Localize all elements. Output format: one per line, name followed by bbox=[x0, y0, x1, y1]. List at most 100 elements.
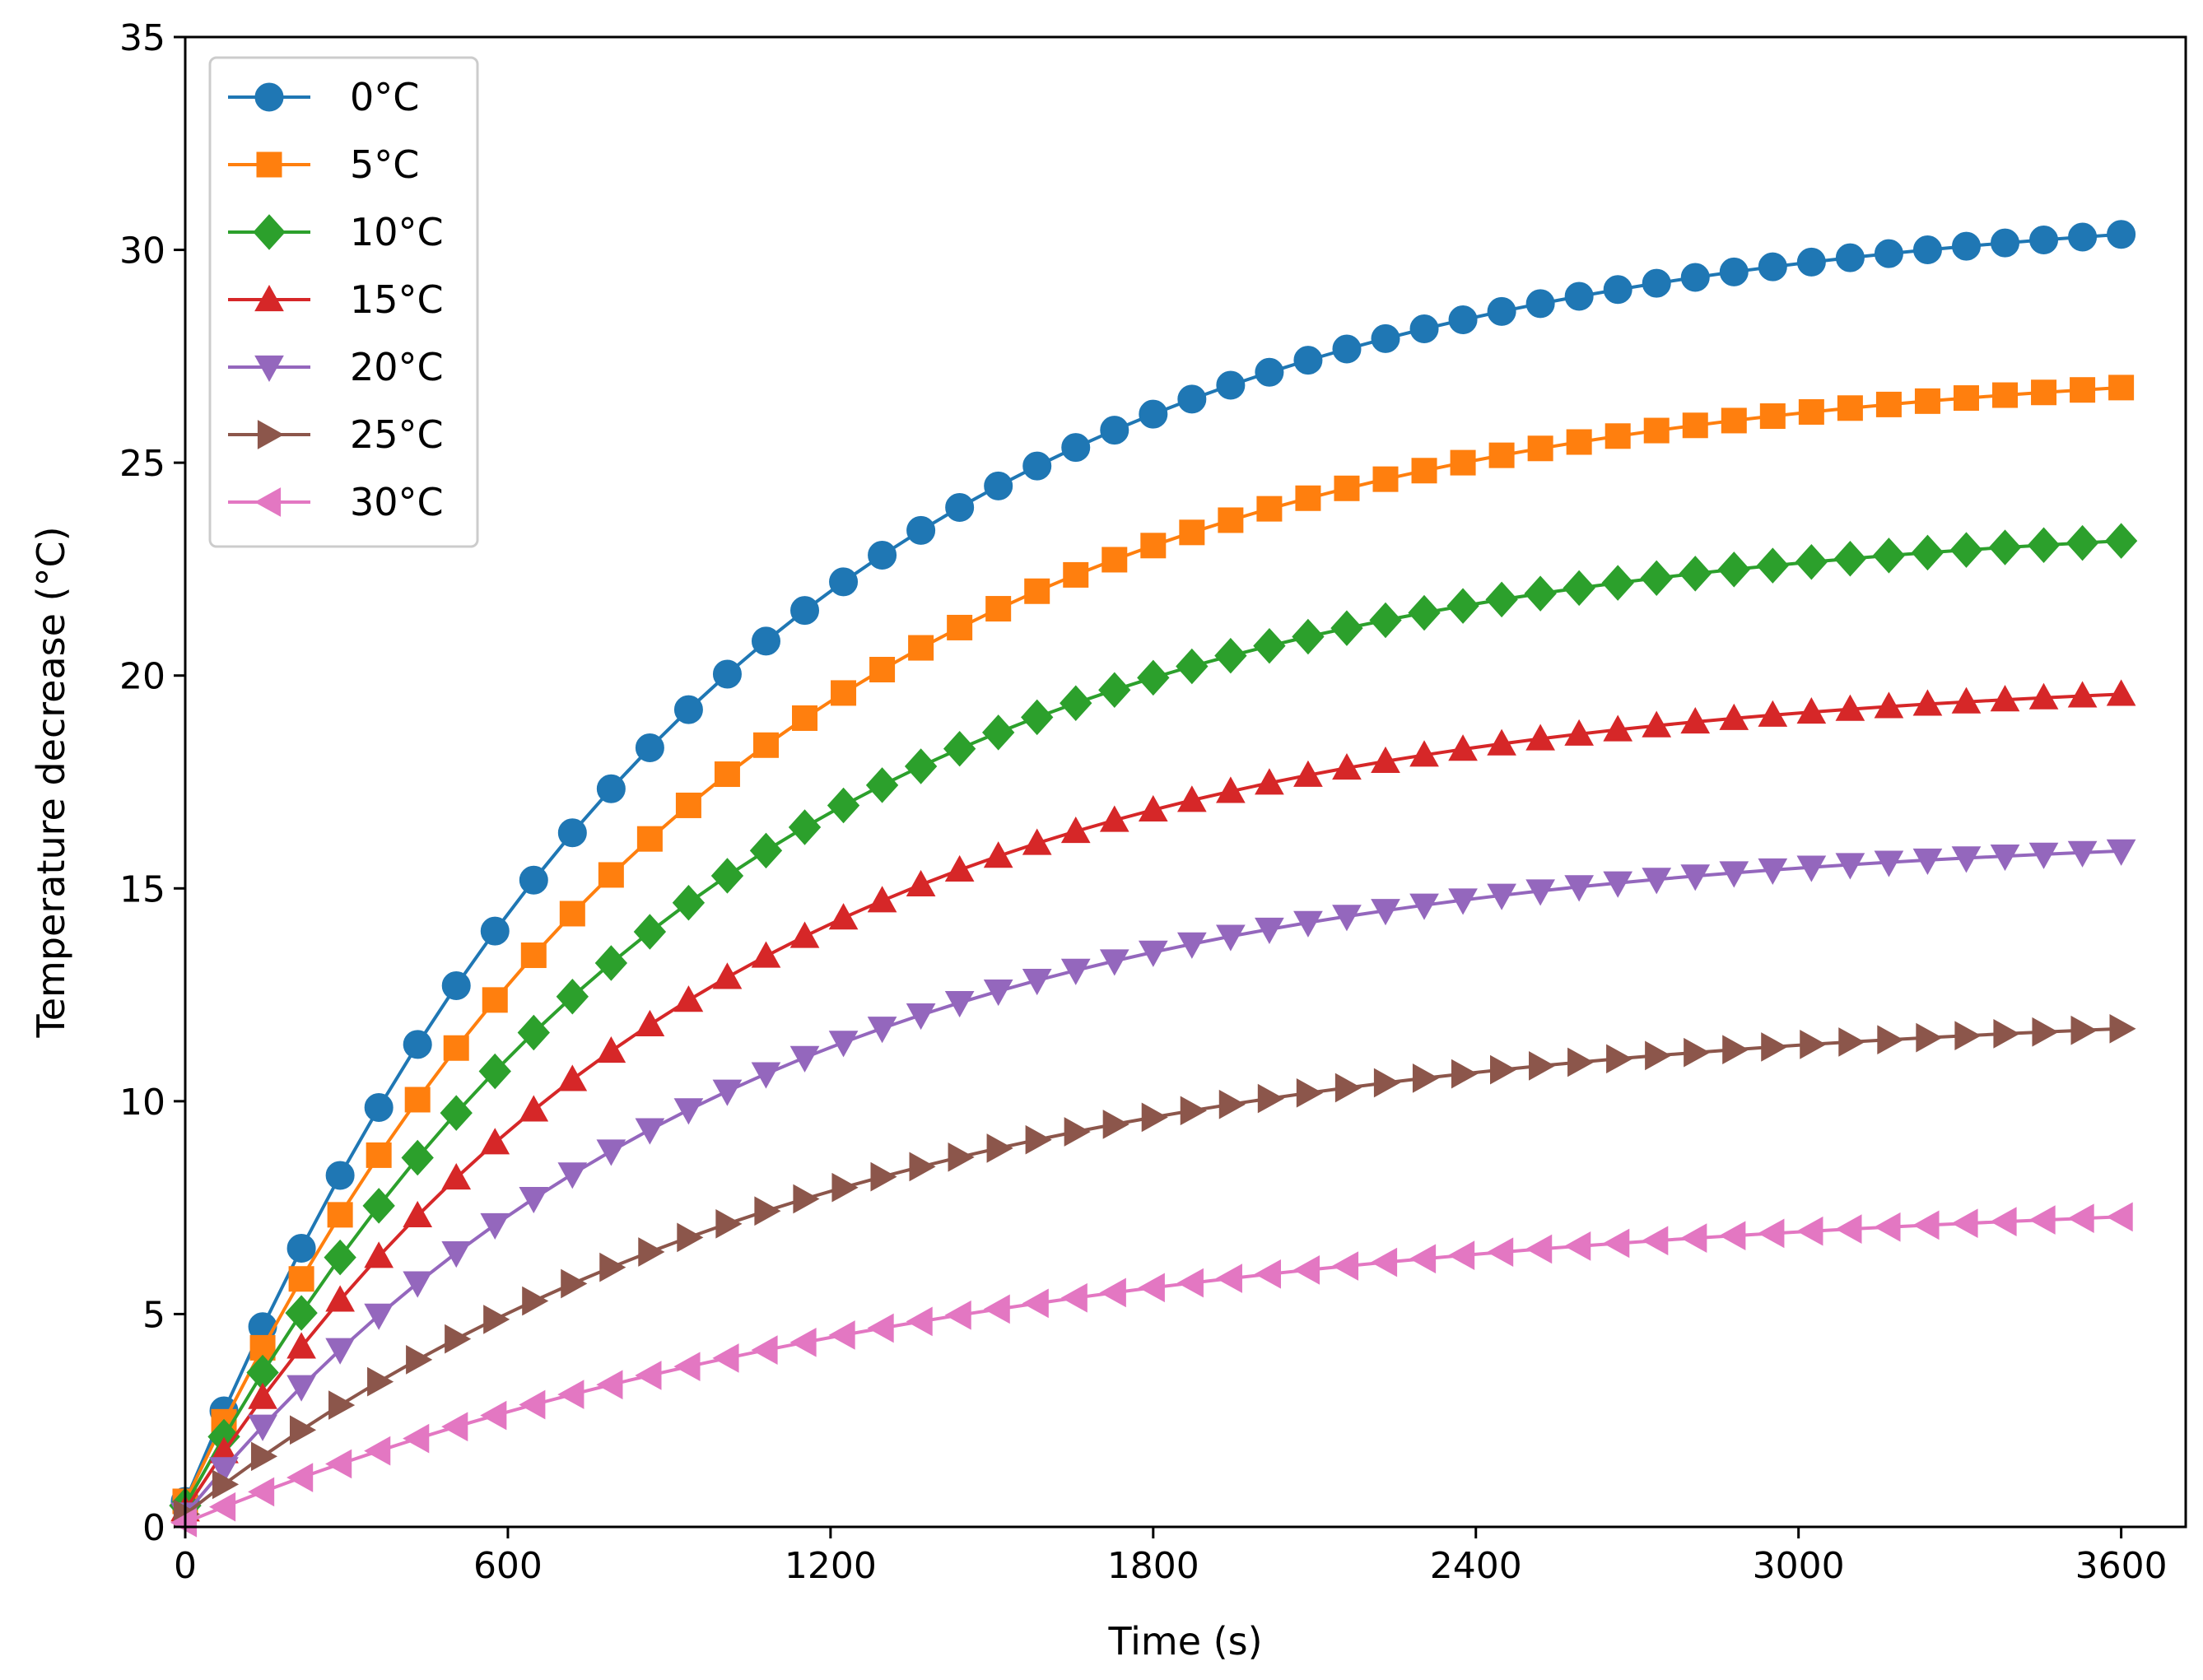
x-tick-label: 1200 bbox=[785, 1545, 877, 1587]
data-point bbox=[1216, 924, 1246, 952]
data-point bbox=[598, 862, 624, 888]
data-point bbox=[906, 515, 936, 545]
data-point bbox=[1176, 932, 1207, 959]
legend-item: 25°C bbox=[228, 412, 444, 457]
legend-label: 25°C bbox=[350, 412, 444, 457]
series-20c bbox=[170, 839, 2136, 1529]
data-point bbox=[1758, 858, 1788, 885]
data-point bbox=[1721, 407, 1747, 434]
data-point bbox=[710, 858, 744, 894]
data-point bbox=[325, 1338, 355, 1365]
data-point bbox=[596, 1370, 623, 1400]
data-point bbox=[985, 596, 1012, 622]
data-point bbox=[712, 1079, 743, 1106]
data-point bbox=[1257, 1083, 1284, 1114]
data-point bbox=[948, 1142, 975, 1172]
data-point bbox=[2029, 225, 2059, 254]
data-point bbox=[1141, 1102, 1168, 1133]
legend-marker bbox=[254, 355, 284, 383]
data-point bbox=[1296, 1077, 1323, 1108]
data-point bbox=[445, 1324, 472, 1354]
data-point bbox=[1022, 1288, 1049, 1319]
data-point bbox=[2070, 377, 2096, 403]
data-point bbox=[1795, 544, 1828, 580]
legend-marker bbox=[256, 151, 282, 178]
data-point bbox=[1140, 533, 1167, 559]
data-point bbox=[1990, 685, 2020, 712]
data-point bbox=[1758, 1218, 1785, 1249]
data-point bbox=[286, 1234, 316, 1263]
x-tick-label: 2400 bbox=[1430, 1545, 1522, 1587]
data-point bbox=[325, 1161, 355, 1190]
data-point bbox=[596, 1139, 626, 1166]
data-point bbox=[789, 921, 820, 948]
data-point bbox=[1177, 384, 1207, 414]
data-point bbox=[1951, 231, 1981, 261]
data-point bbox=[1912, 1210, 1940, 1240]
data-point bbox=[367, 1366, 394, 1397]
data-point bbox=[1176, 1268, 1204, 1298]
data-point bbox=[599, 1252, 626, 1282]
data-point bbox=[865, 767, 899, 803]
data-point bbox=[364, 1436, 391, 1466]
data-point bbox=[1680, 706, 1711, 734]
data-point bbox=[1218, 1089, 1246, 1119]
y-tick-label: 0 bbox=[142, 1507, 165, 1549]
data-point bbox=[673, 1352, 701, 1382]
data-point bbox=[483, 1305, 510, 1334]
data-point bbox=[1990, 844, 2020, 872]
data-point bbox=[1330, 610, 1363, 646]
legend-marker bbox=[254, 487, 282, 517]
data-point bbox=[1874, 1212, 1901, 1242]
legend-item: 20°C bbox=[228, 345, 444, 389]
data-point bbox=[1255, 917, 1284, 944]
legend-item: 30°C bbox=[228, 480, 444, 524]
data-point bbox=[441, 1240, 472, 1268]
data-point bbox=[1642, 710, 1672, 738]
data-point bbox=[943, 730, 976, 767]
data-point bbox=[1487, 728, 1516, 756]
data-point bbox=[519, 1095, 549, 1122]
data-point bbox=[1916, 1022, 1943, 1053]
data-point bbox=[673, 985, 704, 1012]
x-tick-label: 3000 bbox=[1753, 1545, 1845, 1587]
data-point bbox=[596, 1035, 626, 1063]
data-point bbox=[1761, 1032, 1788, 1062]
data-point bbox=[712, 962, 743, 989]
data-point bbox=[1912, 235, 1942, 264]
data-point bbox=[944, 854, 975, 882]
data-point bbox=[209, 1492, 236, 1522]
data-point bbox=[789, 1327, 817, 1357]
legend-item: 0°C bbox=[228, 75, 419, 119]
data-point bbox=[1253, 627, 1286, 664]
data-point bbox=[522, 1286, 549, 1316]
data-point bbox=[519, 1186, 549, 1214]
data-point bbox=[1525, 879, 1555, 906]
data-point bbox=[1525, 1234, 1553, 1264]
data-point bbox=[2028, 682, 2059, 710]
data-point bbox=[1216, 370, 1246, 400]
data-point bbox=[1603, 714, 1633, 742]
data-point bbox=[1487, 296, 1516, 326]
data-point bbox=[1487, 883, 1516, 910]
data-point bbox=[1064, 1117, 1091, 1147]
data-point bbox=[1295, 485, 1321, 511]
data-point bbox=[1332, 905, 1362, 932]
data-point bbox=[1912, 689, 1943, 716]
data-point bbox=[1021, 699, 1054, 736]
data-point bbox=[906, 869, 936, 897]
data-point bbox=[1717, 551, 1750, 588]
data-point bbox=[983, 1294, 1010, 1324]
data-point bbox=[482, 987, 508, 1013]
data-point bbox=[1409, 314, 1439, 344]
data-point bbox=[1218, 507, 1244, 533]
data-point bbox=[1524, 575, 1557, 612]
data-point bbox=[1912, 848, 1943, 875]
data-point bbox=[1949, 532, 1983, 568]
data-point bbox=[1370, 1247, 1398, 1277]
data-point bbox=[1719, 703, 1749, 730]
data-point bbox=[443, 1035, 469, 1061]
data-point bbox=[1408, 594, 1441, 631]
data-point bbox=[1372, 466, 1399, 492]
data-point bbox=[751, 626, 780, 656]
